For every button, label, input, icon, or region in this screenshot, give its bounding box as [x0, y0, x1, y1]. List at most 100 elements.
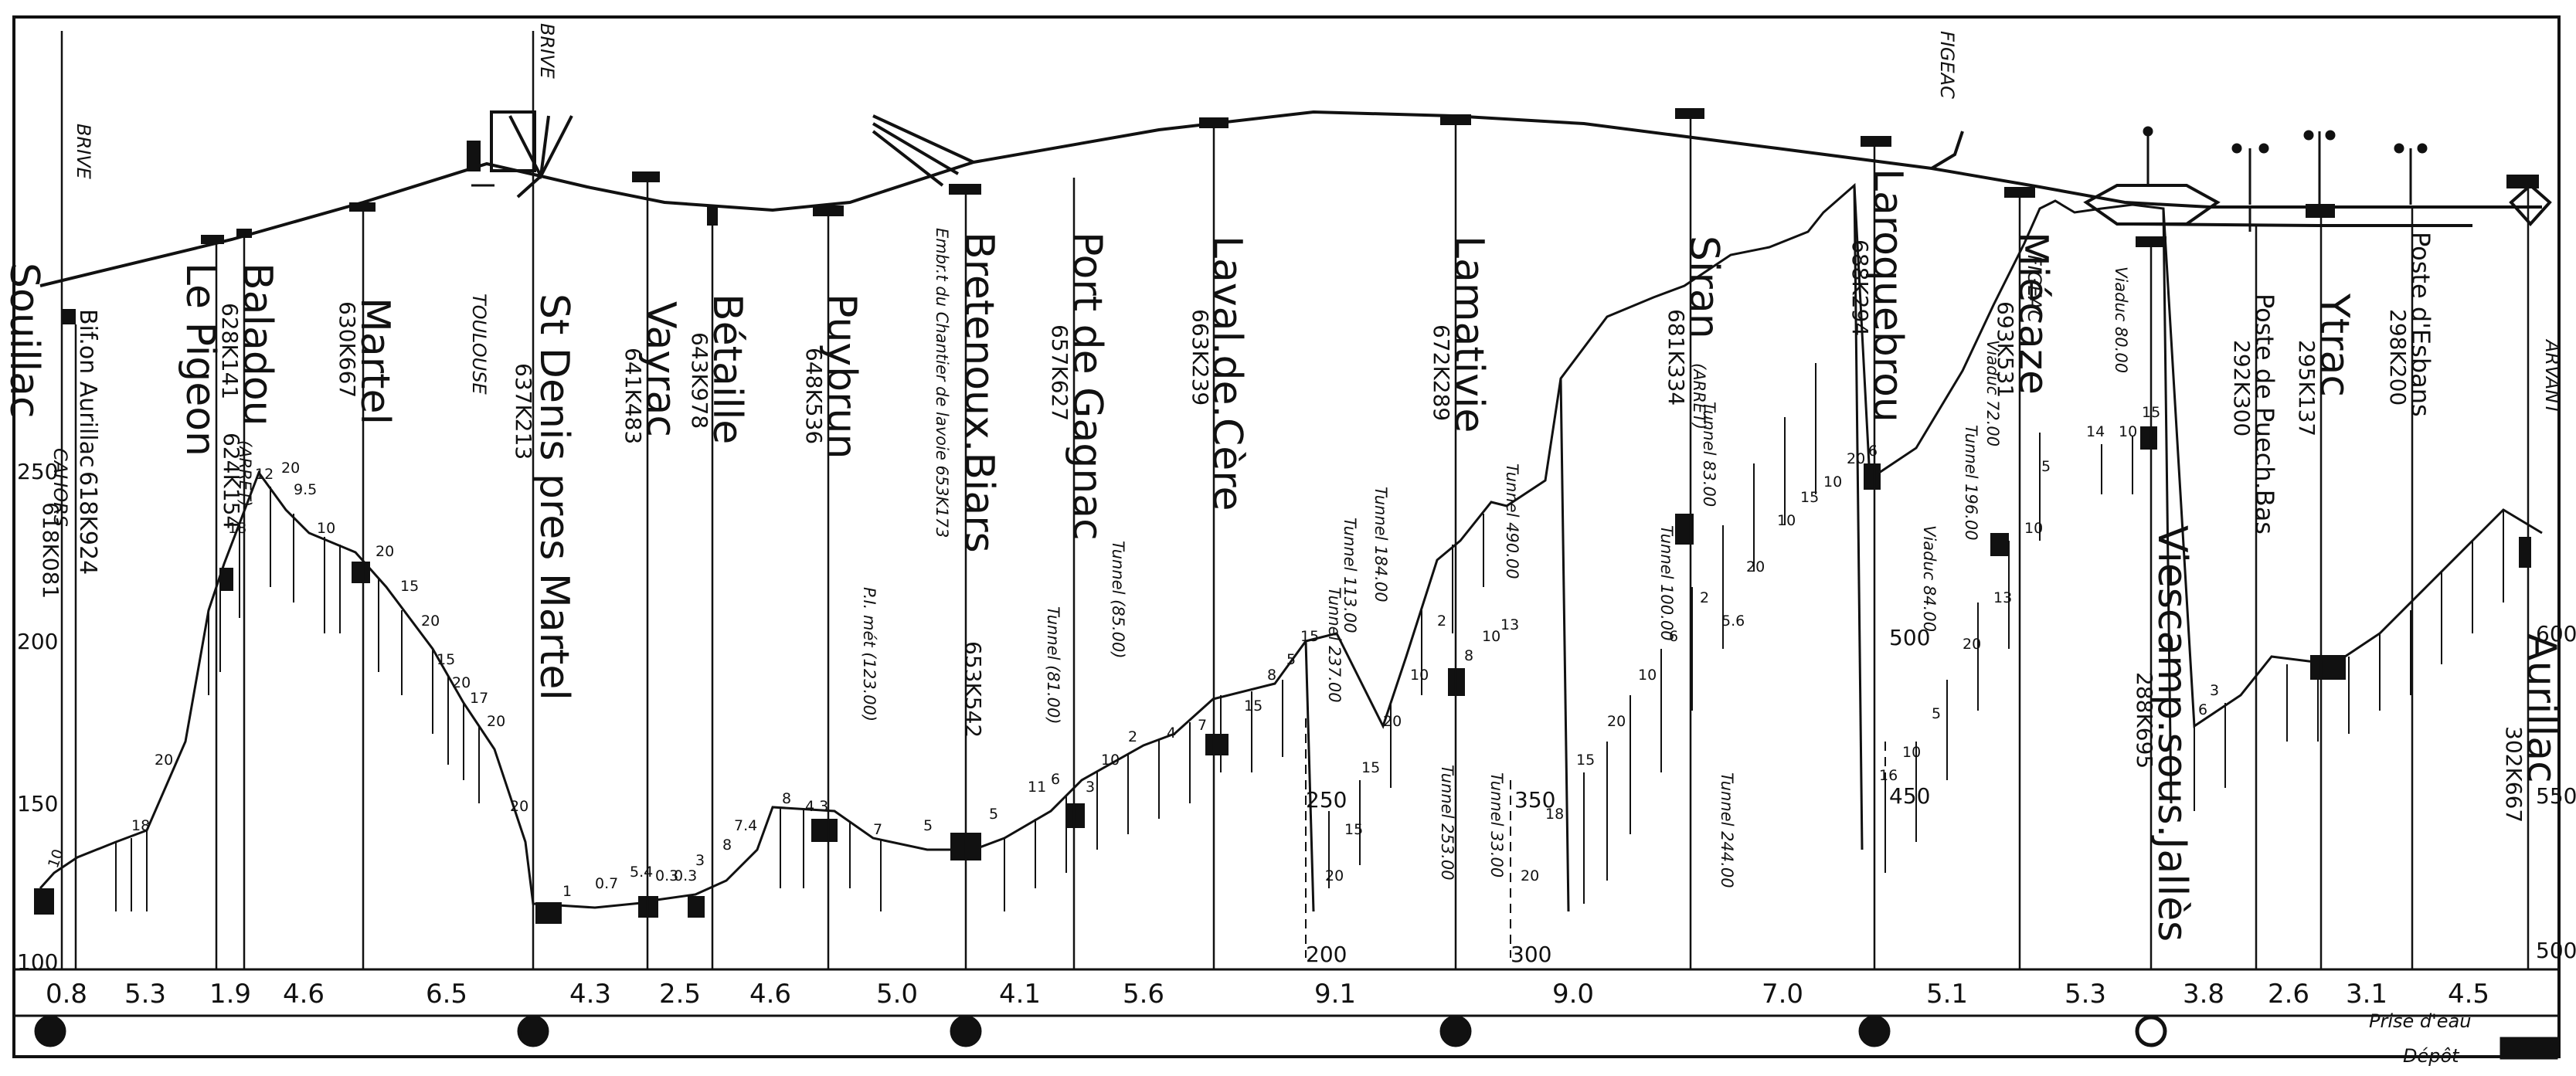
- distance-label: 2.5: [659, 979, 701, 1010]
- station-puybrun: Puybrun 648K536: [801, 294, 865, 459]
- station-puech-bas: Poste de Puech.Bas 292K300: [2229, 294, 2279, 535]
- station-aurillac: Aurillac 302K667: [2501, 633, 2564, 823]
- altitude-label: 250: [17, 459, 58, 484]
- distance-label: 9.0: [1552, 979, 1594, 1010]
- svg-text:3: 3: [2210, 682, 2219, 699]
- svg-text:10: 10: [317, 520, 335, 537]
- direction-brive: BRIVE: [73, 124, 94, 180]
- svg-text:Ytrac: Ytrac: [2311, 293, 2357, 397]
- svg-text:0.3: 0.3: [674, 867, 697, 884]
- svg-text:6: 6: [1669, 628, 1678, 645]
- tunnel-note: Tunnel 113.00: [1341, 518, 1359, 633]
- profile-line: [39, 182, 2543, 912]
- svg-text:10: 10: [1777, 512, 1796, 529]
- svg-text:5: 5: [923, 817, 933, 834]
- svg-text:St Denis pres Martel: St Denis pres Martel: [531, 294, 577, 701]
- svg-text:10: 10: [1638, 667, 1657, 684]
- distance-label: 4.1: [999, 979, 1041, 1010]
- signal-posts: [2143, 126, 2428, 232]
- direction-brive-top: BRIVE: [536, 23, 558, 80]
- svg-text:6: 6: [1868, 443, 1878, 460]
- svg-text:10: 10: [1410, 667, 1429, 684]
- svg-text:10: 10: [1482, 628, 1500, 645]
- viaduc-note: Viaduc 84.00: [1920, 525, 1939, 632]
- diagram-frame: [12, 15, 2561, 1058]
- svg-text:8: 8: [782, 790, 791, 807]
- svg-text:Baladou: Baladou: [234, 263, 280, 426]
- pi-note: P.I. mét (123.00): [860, 587, 878, 721]
- station-betaille: Bétaille 643K978: [687, 294, 750, 444]
- tunnel-note: Tunnel 33.00: [1487, 772, 1506, 877]
- distance-label: 2.6: [2268, 979, 2309, 1010]
- altitude-label: 200: [17, 629, 58, 654]
- reference-dashes: [1305, 718, 1886, 958]
- svg-text:20: 20: [155, 752, 173, 769]
- svg-text:18: 18: [131, 817, 150, 834]
- direction-toulouse: TOULOUSE: [468, 294, 490, 395]
- svg-text:20: 20: [1325, 867, 1344, 884]
- svg-text:Poste de Puech.Bas: Poste de Puech.Bas: [2250, 294, 2279, 535]
- svg-text:14: 14: [2086, 423, 2105, 440]
- gradient-labels: 10 18 20 18 12 20 9.5 10 20 15 20 15 20 …: [45, 404, 2219, 900]
- distance-label: 5.0: [876, 979, 918, 1010]
- distance-label: 0.8: [46, 979, 87, 1010]
- svg-text:Laroquebrou: Laroquebrou: [1864, 168, 1911, 423]
- altitude-label: 350: [1514, 787, 1555, 813]
- svg-text:Souillac: Souillac: [1, 263, 47, 419]
- distance-label: 4.5: [2448, 979, 2489, 1010]
- svg-text:Viescamp.sous.Jallès: Viescamp.sous.Jallès: [2149, 525, 2195, 942]
- station-esbans: Poste d'Esbans 298K200: [2385, 232, 2435, 417]
- altitude-label: 450: [1889, 783, 1930, 809]
- svg-text:15: 15: [1576, 752, 1595, 769]
- svg-text:630K667: 630K667: [335, 301, 360, 398]
- svg-text:15: 15: [2142, 404, 2160, 421]
- svg-text:295K137: 295K137: [2294, 340, 2319, 436]
- svg-text:641K483: 641K483: [620, 348, 646, 444]
- profile-hatching: [115, 363, 2504, 911]
- station-bretenoux: Bretenoux.Biars 653K542: [956, 232, 1002, 738]
- svg-text:681K334: 681K334: [1664, 309, 1689, 406]
- svg-text:18: 18: [1545, 806, 1564, 823]
- svg-text:643K978: 643K978: [687, 332, 712, 429]
- svg-text:11: 11: [1028, 779, 1046, 796]
- svg-text:Bétaille: Bétaille: [704, 294, 750, 444]
- svg-text:624K154: 624K154: [219, 433, 244, 529]
- svg-text:Martel: Martel: [352, 297, 398, 425]
- svg-text:292K300: 292K300: [2229, 340, 2255, 436]
- viaduc-note: Viaduc 72.00: [1983, 340, 2002, 446]
- svg-text:8: 8: [1267, 667, 1276, 684]
- viaduc-note: Viaduc 80.00: [2112, 266, 2130, 373]
- svg-text:8: 8: [722, 837, 732, 854]
- svg-text:Vayrac: Vayrac: [637, 301, 684, 437]
- direction-figeac: FIGEAC: [2024, 255, 2045, 323]
- altitude-label: 250: [1306, 787, 1347, 813]
- svg-text:16: 16: [1879, 767, 1898, 784]
- svg-text:15: 15: [437, 651, 455, 668]
- svg-text:(ARRET): (ARRET): [236, 440, 254, 507]
- station-lines: [60, 31, 2530, 969]
- svg-text:672K289: 672K289: [1429, 324, 1454, 421]
- altitude-label: 500: [1889, 625, 1930, 650]
- tunnel-note: Tunnel 196.00: [1962, 425, 1980, 541]
- svg-text:6: 6: [1051, 771, 1060, 788]
- station-souillac: Souillac 618K081: [1, 263, 63, 599]
- svg-text:Lamativie: Lamativie: [1446, 236, 1492, 433]
- altitude-label: 100: [17, 949, 58, 975]
- svg-text:20: 20: [487, 713, 505, 730]
- svg-text:7: 7: [1198, 717, 1207, 734]
- svg-text:20: 20: [510, 798, 528, 815]
- station-vayrac: Vayrac 641K483: [620, 301, 684, 444]
- svg-text:628K141: 628K141: [217, 303, 243, 399]
- station-baladou: Baladou 628K141 (ARRET): [217, 263, 280, 507]
- altitude-scale: 250 200 150 100 600 550 500 500 450 350 …: [17, 459, 2576, 975]
- distance-label: 5.3: [2065, 979, 2106, 1010]
- svg-text:3: 3: [1086, 779, 1095, 796]
- station-lamativie: Lamativie 672K289: [1429, 236, 1492, 433]
- svg-text:5: 5: [2041, 458, 2051, 475]
- svg-text:Laval.de.Cère: Laval.de.Cère: [1204, 236, 1250, 511]
- svg-text:657K627: 657K627: [1047, 324, 1072, 421]
- station-st-denis: St Denis pres Martel 637K213: [511, 294, 577, 701]
- svg-text:2: 2: [1128, 728, 1137, 745]
- svg-text:20: 20: [281, 460, 300, 477]
- distance-label: 5.6: [1123, 979, 1164, 1010]
